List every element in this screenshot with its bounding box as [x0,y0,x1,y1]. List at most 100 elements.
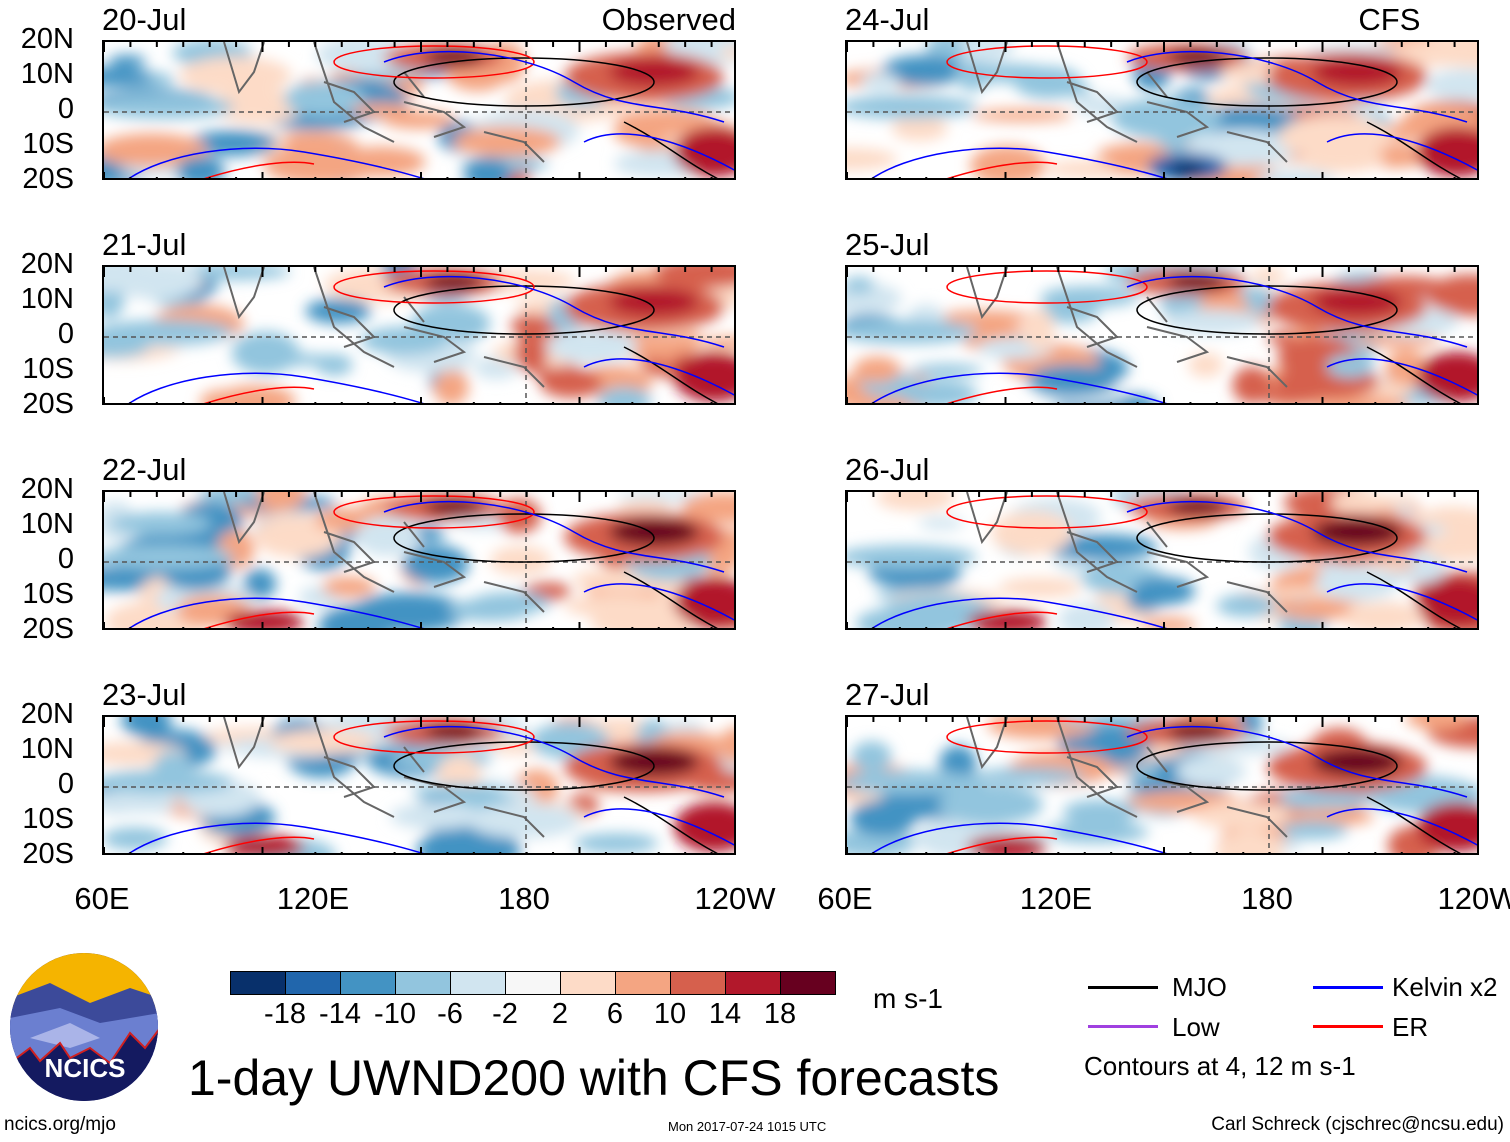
colorbar-swatch [781,972,835,994]
map-panel [102,715,736,855]
kelvin-contour [583,358,734,396]
er-contour [946,720,1148,754]
colorbar-tick-label: 6 [606,998,624,1030]
lat-label: 0 [57,543,74,575]
coastline [966,267,1288,388]
colorbar-swatch [616,972,671,994]
wind-anomaly-shading [847,492,1477,628]
colorbar-swatch [671,972,726,994]
lon-label-right: 180 [1241,881,1293,916]
mjo-contour [623,121,718,178]
panel-date: 26-Jul [845,452,930,487]
kelvin-contour [1326,133,1477,171]
coastline [223,717,545,838]
mjo-contour [1136,741,1398,791]
figure-title: 1-day UWND200 with CFS forecasts [188,1050,1000,1106]
kelvin-contour [1126,725,1468,798]
mjo-contour [393,513,655,563]
colorbar-tick-label: 18 [763,998,797,1030]
colorbar-swatch [726,972,781,994]
colorbar-swatch [341,972,396,994]
footer-timestamp: Mon 2017-07-24 1015 UTC [668,1119,827,1134]
colorbar-swatch [286,972,341,994]
colorbar-tick-label: -18 [264,998,306,1030]
colorbar-swatch [231,972,286,994]
logo-text: NCICS [45,1053,126,1083]
lat-label: 20N [20,473,74,505]
er-contour [204,386,315,403]
wind-anomaly-shading [104,267,734,403]
er-contour [204,611,315,628]
wind-anomaly-shading [104,492,734,628]
column-label: Observed [601,2,736,37]
lon-label-left: 120E [276,881,350,916]
kelvin-contour [871,147,1167,178]
lon-label-right: 120E [1019,881,1093,916]
map-panel [845,265,1479,405]
colorbar [230,971,836,995]
lon-label-left: 120W [694,881,776,916]
legend-label-er: ER [1392,1012,1429,1042]
mjo-contour [393,57,655,107]
kelvin-contour [128,597,424,628]
colorbar-tick-label: -10 [374,998,416,1030]
wind-anomaly-shading [104,717,734,853]
colorbar-tick-label: -2 [492,998,518,1030]
wind-anomaly-shading [847,717,1477,853]
colorbar-tick-label: 2 [551,998,569,1030]
lat-label: 0 [57,318,74,350]
colorbar-tick-label: -14 [319,998,361,1030]
kelvin-contour [383,50,725,123]
lat-label: 0 [57,768,74,800]
kelvin-contour [583,583,734,621]
lat-label: 20S [22,613,74,645]
coastline [966,42,1288,163]
er-contour [947,161,1058,178]
kelvin-contour [383,500,725,573]
mjo-contour [393,741,655,791]
contours-note: Contours at 4, 12 m s-1 [1084,1051,1356,1081]
er-contour [204,161,315,178]
lat-label: 10N [20,283,74,315]
kelvin-contour [1326,358,1477,396]
map-panel [845,715,1479,855]
er-contour [946,495,1148,529]
colorbar-swatch [561,972,616,994]
mjo-contour [1366,121,1461,178]
kelvin-contour [1326,583,1477,621]
legend-label-kelvin: Kelvin x2 [1392,972,1498,1002]
colorbar-swatch [506,972,561,994]
lat-label: 10S [22,128,74,160]
map-panel [845,40,1479,180]
panel-date: 25-Jul [845,227,930,262]
footer-author: Carl Schreck (cjschrec@ncsu.edu) [1211,1114,1504,1135]
lat-label: 20S [22,163,74,195]
lat-label: 20N [20,698,74,730]
kelvin-contour [1126,50,1468,123]
footer-url[interactable]: ncics.org/mjo [4,1114,116,1135]
legend-line-er [1313,1025,1383,1028]
lat-label: 10S [22,353,74,385]
kelvin-contour [128,147,424,178]
panel-date: 21-Jul [102,227,187,262]
kelvin-contour [128,372,424,403]
coastline [966,717,1288,838]
panel-date: 22-Jul [102,452,187,487]
panel-date: 20-Jul [102,2,187,37]
mjo-contour [623,346,718,403]
kelvin-contour [383,725,725,798]
map-panel [845,490,1479,630]
colorbar-unit: m s-1 [873,983,943,1014]
kelvin-contour [871,822,1167,853]
lat-label: 20N [20,23,74,55]
er-contour [333,720,535,754]
colorbar-tick-label: 10 [653,998,687,1030]
coastline [966,492,1288,613]
lon-label-left: 60E [74,881,130,916]
lon-label-right: 120W [1437,881,1510,916]
wind-anomaly-shading [847,267,1477,403]
map-panel [102,265,736,405]
kelvin-contour [1126,275,1468,348]
colorbar-swatch [451,972,506,994]
er-contour [333,45,535,79]
